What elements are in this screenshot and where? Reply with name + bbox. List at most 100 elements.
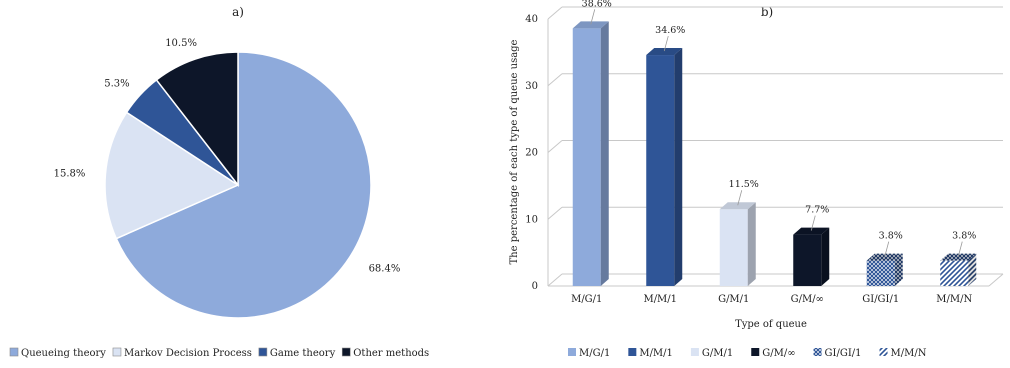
gridline-depth: [547, 140, 563, 153]
gridline-depth: [547, 6, 563, 20]
bar-legend-swatch: [813, 348, 822, 356]
bar-g-m: [793, 227, 830, 286]
bar-chart: b) 0 10 20 30 40 38.6% 34.6% 11.5% 7.7% 3.8% 3.8%…: [509, 0, 1004, 359]
data-label-leader: [957, 241, 963, 257]
bar-legend-item-m-m-n: M/M/N: [879, 348, 927, 359]
bar-m-m-1: [646, 48, 683, 286]
pie-legend-item-game-theory: Game theory: [258, 347, 336, 359]
gridline-depth: [547, 206, 563, 220]
pie-value-label: 10.5%: [165, 38, 197, 49]
floor-edge: [988, 273, 1004, 287]
bar-legend-label: M/G/1: [579, 348, 610, 359]
pie-legend-swatch: [112, 347, 122, 357]
bar-top: [940, 253, 977, 261]
pie-legend: Queueing theory Markov Decision Process Ga…: [9, 347, 429, 359]
bar-value-label: 7.7%: [805, 205, 829, 216]
bar-m-m-n: [940, 253, 977, 286]
bar-legend-swatch: [751, 348, 760, 356]
bar-legend-item-m-m-1: M/M/1: [628, 348, 673, 359]
pie-legend-item-queueing-theory: Queueing theory: [9, 347, 106, 359]
bar-top: [719, 202, 756, 210]
bar-legend-item-g-m-1: G/M/1: [690, 348, 733, 359]
bar-legend-item-g-m: G/M/∞: [751, 348, 796, 359]
gridline-depth: [547, 273, 563, 287]
bar-top: [572, 21, 609, 29]
y-tick-label: 40: [525, 14, 538, 25]
y-tick-label: 30: [525, 81, 538, 92]
bar-gi-gi-1: [866, 253, 903, 286]
pie-legend-swatch: [9, 347, 19, 357]
pie-legend-swatch: [258, 347, 268, 357]
bar-legend-swatch: [690, 348, 699, 356]
data-label-leader: [590, 9, 596, 25]
gridline-depth: [547, 73, 563, 87]
bar-front: [719, 209, 748, 286]
pie-chart: a) 68.4% 15.8% 5.3% 10.5% Queueing theory Ma…: [9, 5, 429, 359]
pie-value-label: 15.8%: [54, 169, 86, 180]
x-axis-label: Type of queue: [735, 319, 807, 330]
data-label-leader: [663, 35, 669, 52]
pie-legend-item-other-methods: Other methods: [341, 347, 429, 359]
bar-side: [747, 202, 756, 286]
bar-value-label: 11.5%: [729, 179, 759, 190]
bar-top: [866, 253, 903, 261]
bar-legend-item-m-g-1: M/G/1: [568, 348, 610, 359]
bar-legend-label: M/M/1: [639, 348, 673, 359]
data-label-leader: [884, 241, 890, 257]
bar-legend-item-gi-gi-1: GI/GI/1: [813, 348, 862, 359]
bar-legend-label: M/M/N: [891, 348, 927, 359]
bar-top: [793, 227, 830, 235]
pie-legend-item-markov-decision-process: Markov Decision Process: [112, 347, 252, 359]
x-tick-label: GI/GI/1: [862, 294, 899, 305]
bar-side: [968, 253, 977, 286]
bar-front: [646, 55, 675, 286]
data-label-leader: [810, 215, 816, 231]
bar-legend: M/G/1 M/M/1 G/M/1 G/M/∞ GI/GI/1 M/M/N: [568, 348, 927, 359]
bar-legend-swatch: [628, 348, 637, 356]
x-tick-label: G/M/1: [718, 294, 749, 305]
x-tick-label: G/M/∞: [791, 294, 824, 305]
pie-legend-swatch: [341, 347, 351, 357]
bar-top: [646, 48, 683, 56]
bar-value-label: 34.6%: [655, 25, 685, 36]
y-tick-label: 10: [525, 214, 538, 225]
bar-legend-label: G/M/∞: [762, 348, 795, 359]
bar-legend-label: G/M/1: [702, 348, 733, 359]
bar-legend-swatch: [568, 348, 576, 356]
x-tick-label: M/M/N: [936, 294, 972, 305]
bar-front: [866, 260, 895, 286]
bar-front: [793, 234, 822, 286]
pie-legend-label: Queueing theory: [21, 348, 106, 359]
pie-legend-label: Other methods: [353, 348, 429, 359]
x-tick-label: M/G/1: [571, 294, 602, 305]
pie-legend-label: Markov Decision Process: [124, 348, 252, 359]
pie-value-label: 5.3%: [104, 79, 129, 90]
bar-title: b): [761, 5, 773, 19]
bar-g-m-1: [719, 202, 756, 286]
bar-legend-label: GI/GI/1: [825, 348, 862, 359]
pie-slice-markov-decision-process: [104, 111, 240, 240]
bar-front: [572, 28, 601, 286]
bar-m-g-1: [572, 21, 609, 286]
y-tick-label: 20: [525, 148, 538, 159]
y-tick-label: 0: [532, 281, 538, 292]
bar-legend-swatch: [879, 348, 888, 356]
y-axis-label: The percentage of each type of queue usa…: [509, 39, 520, 264]
bar-front: [940, 260, 969, 286]
bar-value-label: 3.8%: [879, 231, 903, 242]
bar-side: [600, 21, 609, 286]
bar-side: [674, 48, 683, 286]
x-tick-label: M/M/1: [643, 294, 677, 305]
pie-slice-other-methods: [155, 51, 239, 188]
pie-value-label: 68.4%: [369, 264, 401, 275]
bar-value-label: 3.8%: [952, 231, 976, 242]
data-label-leader: [737, 190, 743, 206]
bar-side: [821, 227, 830, 286]
bar-value-label: 38.6%: [582, 0, 612, 9]
pie-legend-label: Game theory: [270, 348, 336, 359]
bar-side: [894, 253, 903, 286]
pie-title: a): [232, 5, 244, 19]
pie-slice-queueing-theory: [115, 51, 372, 319]
